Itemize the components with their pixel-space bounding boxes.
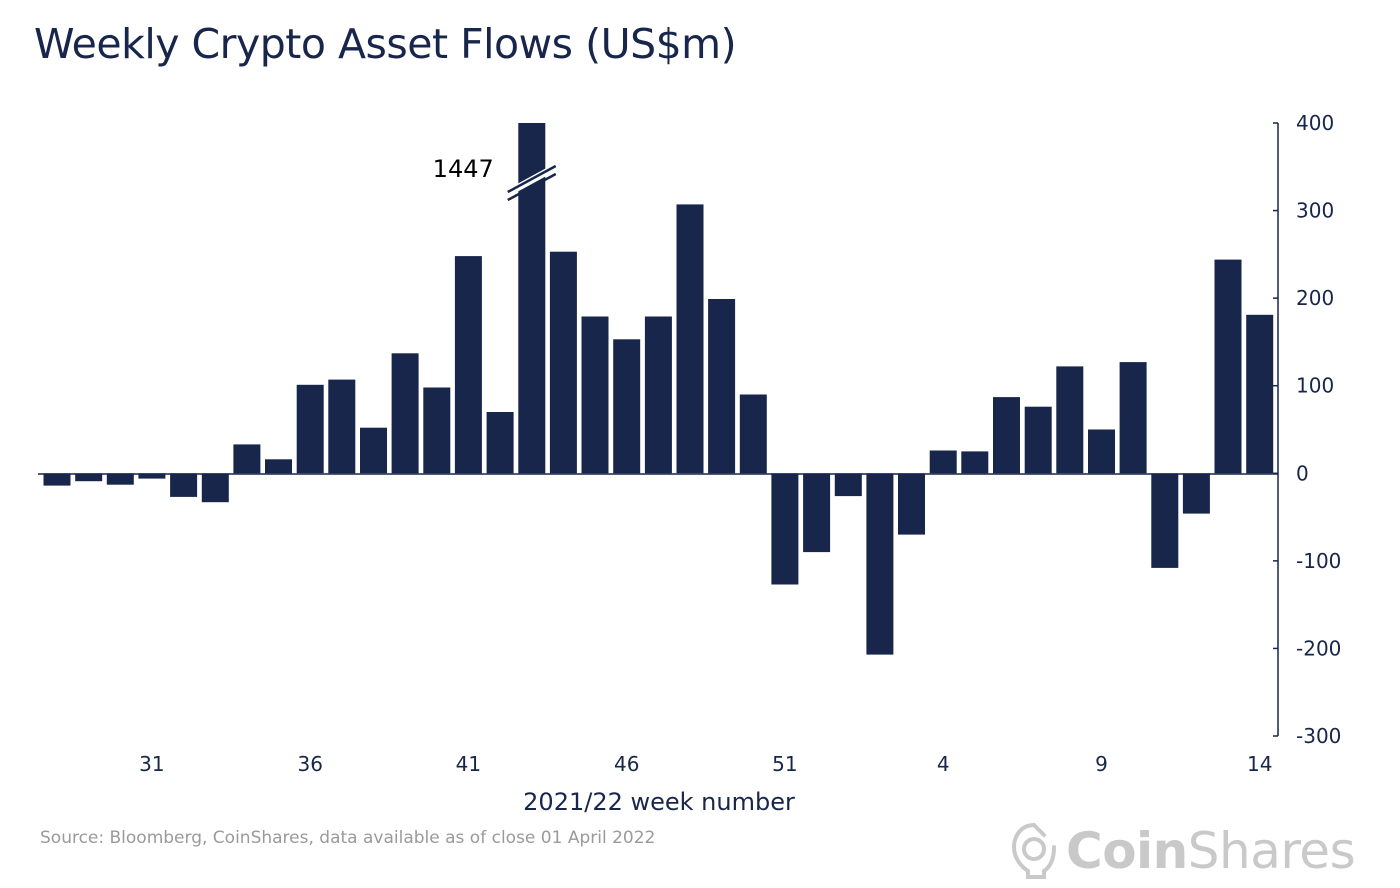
x-tick-label: 46: [614, 752, 639, 776]
y-tick-label: -200: [1296, 636, 1341, 660]
bar-week-50: [739, 394, 767, 474]
y-tick-label: 0: [1296, 461, 1309, 485]
axis-break-line: [507, 164, 557, 194]
bar-week-41: [454, 256, 482, 474]
x-axis-label: 2021/22 week number: [523, 788, 795, 816]
bar-week-32: [170, 473, 198, 497]
bar-week-4: [929, 450, 957, 474]
x-tick-label: 9: [1095, 752, 1108, 776]
x-tick-label: 36: [297, 752, 322, 776]
bar-week-13: [1214, 259, 1242, 474]
bar-week-39: [391, 353, 419, 474]
y-tick-label: 200: [1296, 286, 1334, 310]
bar-week-37: [328, 379, 356, 474]
bar-week-9: [1088, 429, 1115, 474]
x-tick-label: 4: [937, 752, 950, 776]
bar-week-11: [1151, 473, 1179, 568]
bar-week-28: [43, 473, 71, 486]
source-note: Source: Bloomberg, CoinShares, data avai…: [40, 828, 656, 848]
bar-week-7: [1024, 406, 1052, 474]
y-tick-label: 300: [1296, 199, 1334, 223]
bar-value-label: 1447: [433, 155, 494, 183]
bar-week-46: [613, 339, 641, 474]
bar-week-35: [265, 459, 292, 474]
bar-week-29: [75, 473, 103, 482]
y-axis: -300 -200 -100 0 100 200 300 400: [1273, 111, 1341, 748]
bar-week-1: [834, 473, 862, 497]
bar-chart: -300 -200 -100 0 100 200 300 400 31 36 41 46 51 4 9 14…: [38, 111, 1341, 816]
bar-week-8: [1056, 366, 1084, 474]
logo-icon: [1011, 823, 1056, 879]
annotations: 1447: [433, 155, 557, 202]
x-tick-label: 41: [456, 752, 481, 776]
bar-week-3: [898, 473, 925, 535]
bars-layer: [43, 123, 1274, 655]
x-tick-label: 31: [139, 752, 164, 776]
bar-week-36: [296, 384, 324, 474]
y-tick-label: -300: [1296, 724, 1341, 748]
bar-week-45: [581, 316, 609, 474]
bar-week-42: [486, 412, 514, 474]
bar-week-6: [993, 397, 1020, 474]
bar-week-2: [866, 473, 894, 655]
bar-week-38: [360, 427, 387, 474]
x-tick-labels: 31 36 41 46 51 4 9 14: [139, 752, 1272, 776]
bar-week-44: [549, 251, 577, 474]
y-tick-label: -100: [1296, 549, 1341, 573]
bar-week-12: [1182, 473, 1210, 514]
x-tick-label: 51: [772, 752, 797, 776]
bar-week-52: [803, 473, 831, 553]
axis-break-line: [507, 172, 557, 202]
x-tick-label: 14: [1247, 752, 1272, 776]
bar-week-10: [1119, 362, 1147, 474]
bar-week-47: [644, 316, 672, 474]
coinshares-logo: CoinShares: [1010, 818, 1356, 884]
bar-week-30: [106, 473, 134, 485]
bar-week-33: [201, 473, 229, 503]
bar-week-49: [708, 299, 736, 474]
logo-wordmark: CoinShares: [1066, 822, 1356, 880]
bar-week-34: [233, 444, 261, 474]
bar-week-51: [771, 473, 799, 585]
y-tick-label: 100: [1296, 374, 1334, 398]
bar-week-5: [961, 451, 989, 474]
y-tick-label: 400: [1296, 111, 1334, 135]
bar-week-48: [676, 204, 704, 474]
bar-week-14: [1246, 314, 1274, 474]
bar-week-40: [423, 387, 451, 474]
bar-week-31: [138, 473, 166, 479]
chart-title: Weekly Crypto Asset Flows (US$m): [34, 20, 737, 68]
